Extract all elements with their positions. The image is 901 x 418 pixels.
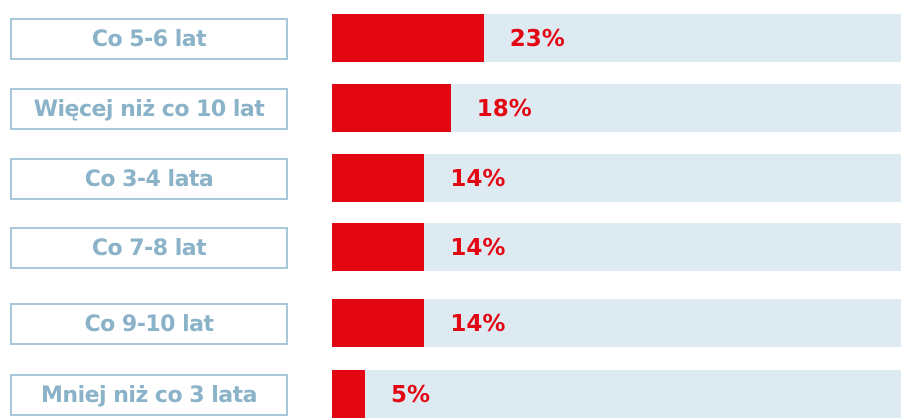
value-label: 14% xyxy=(450,166,506,192)
bar xyxy=(332,84,451,132)
bar-row: Co 5-6 lat 23% xyxy=(0,14,901,62)
bar-row: Więcej niż co 10 lat 18% xyxy=(0,84,901,132)
category-label: Mniej niż co 3 lata xyxy=(10,374,288,416)
value-label: 23% xyxy=(509,26,565,52)
bar xyxy=(332,299,425,347)
category-label: Co 9-10 lat xyxy=(10,303,288,345)
bar-row: Co 7-8 lat 14% xyxy=(0,223,901,271)
bar-track xyxy=(332,299,901,347)
value-label: 14% xyxy=(450,311,506,337)
bar-track xyxy=(332,154,901,202)
bar-row: Co 9-10 lat 14% xyxy=(0,299,901,347)
bar-track xyxy=(332,370,901,418)
bar-row: Mniej niż co 3 lata 5% xyxy=(0,370,901,418)
bar xyxy=(332,223,425,271)
bar xyxy=(332,370,365,418)
bar-track xyxy=(332,223,901,271)
category-label: Co 3-4 lata xyxy=(10,158,288,200)
bar xyxy=(332,154,425,202)
bar xyxy=(332,14,484,62)
value-label: 5% xyxy=(391,382,431,408)
bar-row: Co 3-4 lata 14% xyxy=(0,154,901,202)
value-label: 14% xyxy=(450,235,506,261)
value-label: 18% xyxy=(476,96,532,122)
category-label: Więcej niż co 10 lat xyxy=(10,88,288,130)
category-label: Co 7-8 lat xyxy=(10,227,288,269)
category-label: Co 5-6 lat xyxy=(10,18,288,60)
